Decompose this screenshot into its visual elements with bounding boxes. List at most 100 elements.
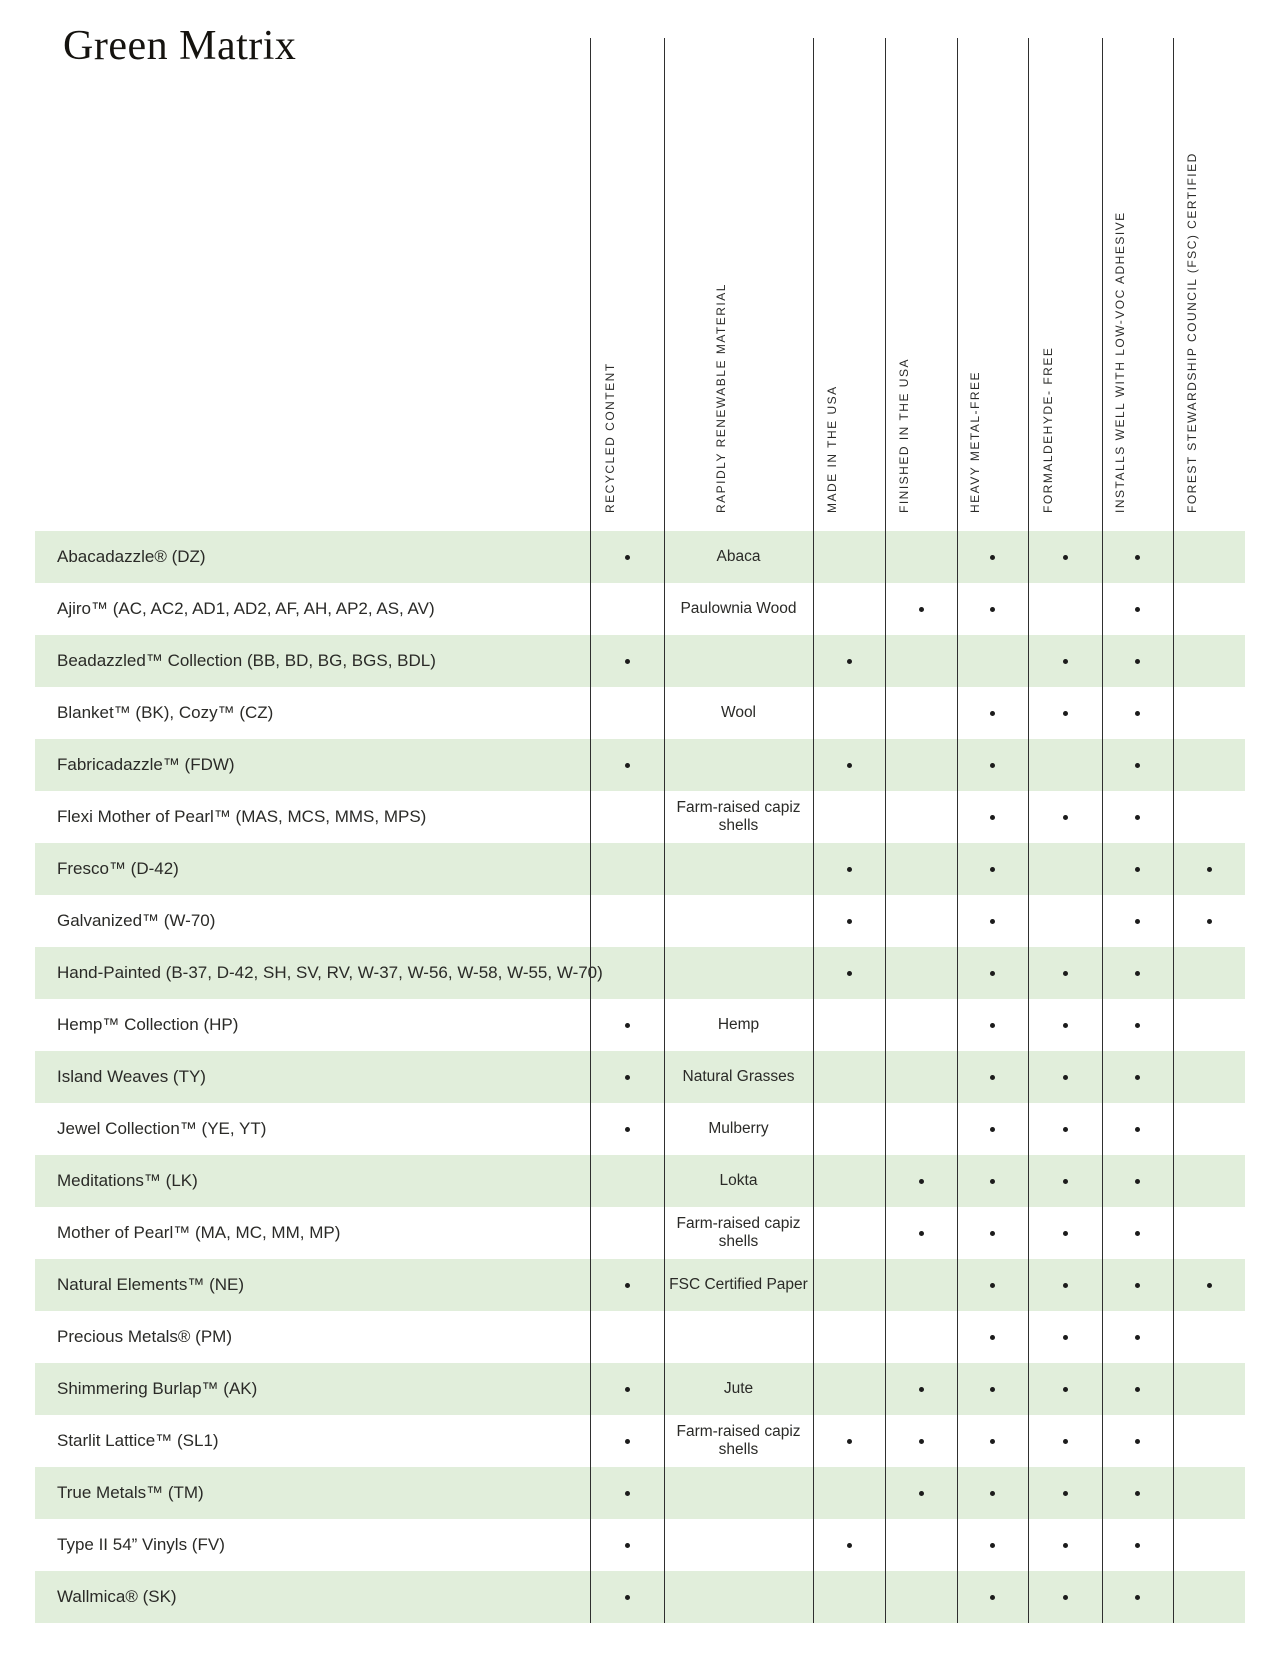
dot-marker (1135, 1074, 1140, 1080)
table-row: Precious Metals® (PM) (35, 1311, 1245, 1363)
cell-formaldehyde-free (1028, 947, 1102, 999)
dot-marker (990, 1542, 995, 1548)
cell-finished-in-the-usa (885, 739, 957, 791)
row-label: Meditations™ (LK) (57, 1171, 198, 1190)
cell-low-voc-adhesive (1102, 1259, 1173, 1311)
cell-heavy-metal-free (957, 791, 1028, 843)
cell-rapidly-renewable-material: Farm-raised capiz shells (664, 1207, 813, 1259)
row-label: Hemp™ Collection (HP) (57, 1015, 239, 1034)
column-gridline (1173, 38, 1174, 1623)
cell-finished-in-the-usa (885, 791, 957, 843)
dot-marker (990, 1490, 995, 1496)
cell-recycled-content (590, 1311, 664, 1363)
column-header-formaldehyde-free: FORMALDEHYDE- FREE (1041, 346, 1055, 513)
cell-made-in-the-usa (813, 583, 885, 635)
dot-marker (990, 554, 995, 560)
cell-low-voc-adhesive (1102, 687, 1173, 739)
table-row: Mother of Pearl™ (MA, MC, MM, MP) Farm-ra… (35, 1207, 1245, 1259)
material-text: Farm-raised capiz shells (676, 799, 801, 834)
cell-rapidly-renewable-material: Mulberry (664, 1103, 813, 1155)
cell-rapidly-renewable-material: FSC Certified Paper (664, 1259, 813, 1311)
cell-fsc-certified (1173, 1311, 1245, 1363)
dot-marker (990, 1282, 995, 1288)
cell-finished-in-the-usa (885, 635, 957, 687)
dot-marker (990, 606, 995, 612)
material-text: Natural Grasses (682, 1068, 795, 1086)
column-header-fsc-certified: FOREST STEWARDSHIP COUNCIL (FSC) CERTIFI… (1185, 152, 1199, 513)
dot-marker (918, 1438, 924, 1444)
cell-made-in-the-usa (813, 1207, 885, 1259)
cell-heavy-metal-free (957, 1571, 1028, 1623)
row-label: Shimmering Burlap™ (AK) (57, 1379, 258, 1398)
cell-formaldehyde-free (1028, 843, 1102, 895)
dot-marker (990, 1594, 995, 1600)
row-label: Fresco™ (D-42) (57, 859, 179, 878)
column-gridline (885, 38, 886, 1623)
row-label: Starlit Lattice™ (SL1) (57, 1431, 219, 1450)
column-gridline (590, 38, 591, 1623)
table-row: Ajiro™ (AC, AC2, AD1, AD2, AF, AH, AP2, … (35, 583, 1245, 635)
row-label: Mother of Pearl™ (MA, MC, MM, MP) (57, 1223, 341, 1242)
cell-recycled-content (590, 1467, 664, 1519)
dot-marker (990, 1386, 995, 1392)
column-gridline (664, 38, 665, 1623)
dot-marker (1206, 866, 1212, 872)
material-text: Mulberry (708, 1120, 769, 1138)
dot-marker (846, 1542, 852, 1548)
cell-formaldehyde-free (1028, 1363, 1102, 1415)
row-label: Abacadazzle® (DZ) (57, 547, 206, 566)
cell-rapidly-renewable-material (664, 1311, 813, 1363)
row-label: Beadazzled™ Collection (BB, BD, BG, BGS,… (57, 651, 436, 670)
cell-rapidly-renewable-material (664, 1571, 813, 1623)
dot-marker (624, 658, 630, 664)
cell-made-in-the-usa (813, 635, 885, 687)
column-gridline (1102, 38, 1103, 1623)
row-label: Island Weaves (TY) (57, 1067, 206, 1086)
cell-fsc-certified (1173, 1155, 1245, 1207)
dot-marker (1135, 1230, 1140, 1236)
cell-made-in-the-usa (813, 1467, 885, 1519)
page-title: Green Matrix (63, 23, 297, 69)
cell-formaldehyde-free (1028, 1155, 1102, 1207)
cell-heavy-metal-free (957, 1051, 1028, 1103)
column-header-rapidly-renewable-material: RAPIDLY RENEWABLE MATERIAL (714, 283, 728, 513)
cell-formaldehyde-free (1028, 1311, 1102, 1363)
dot-marker (990, 762, 995, 768)
cell-made-in-the-usa (813, 1415, 885, 1467)
cell-fsc-certified (1173, 1207, 1245, 1259)
dot-marker (918, 1178, 924, 1184)
dot-marker (1062, 1438, 1068, 1444)
dot-marker (624, 1022, 630, 1028)
dot-marker (1062, 1126, 1068, 1132)
dot-marker (624, 762, 630, 768)
cell-recycled-content (590, 1519, 664, 1571)
cell-finished-in-the-usa (885, 1571, 957, 1623)
dot-marker (624, 1490, 630, 1496)
table-row: Galvanized™ (W-70) (35, 895, 1245, 947)
cell-finished-in-the-usa (885, 895, 957, 947)
dot-marker (990, 1022, 995, 1028)
cell-low-voc-adhesive (1102, 1103, 1173, 1155)
cell-heavy-metal-free (957, 531, 1028, 583)
cell-recycled-content (590, 843, 664, 895)
dot-marker (846, 866, 852, 872)
cell-fsc-certified (1173, 791, 1245, 843)
cell-fsc-certified (1173, 1415, 1245, 1467)
material-text: Jute (723, 1380, 754, 1398)
dot-marker (846, 1438, 852, 1444)
dot-marker (1135, 1594, 1140, 1600)
cell-rapidly-renewable-material: Wool (664, 687, 813, 739)
cell-heavy-metal-free (957, 687, 1028, 739)
cell-rapidly-renewable-material: Farm-raised capiz shells (664, 1415, 813, 1467)
cell-formaldehyde-free (1028, 635, 1102, 687)
cell-recycled-content (590, 947, 664, 999)
cell-low-voc-adhesive (1102, 739, 1173, 791)
cell-rapidly-renewable-material: Farm-raised capiz shells (664, 791, 813, 843)
table-row: Meditations™ (LK) Lokta (35, 1155, 1245, 1207)
dot-marker (990, 1126, 995, 1132)
column-header-made-in-the-usa: MADE IN THE USA (825, 385, 839, 513)
table-row: Hemp™ Collection (HP) Hemp (35, 999, 1245, 1051)
cell-fsc-certified (1173, 1467, 1245, 1519)
column-header-heavy-metal-free: HEAVY METAL-FREE (968, 370, 982, 513)
cell-recycled-content (590, 791, 664, 843)
